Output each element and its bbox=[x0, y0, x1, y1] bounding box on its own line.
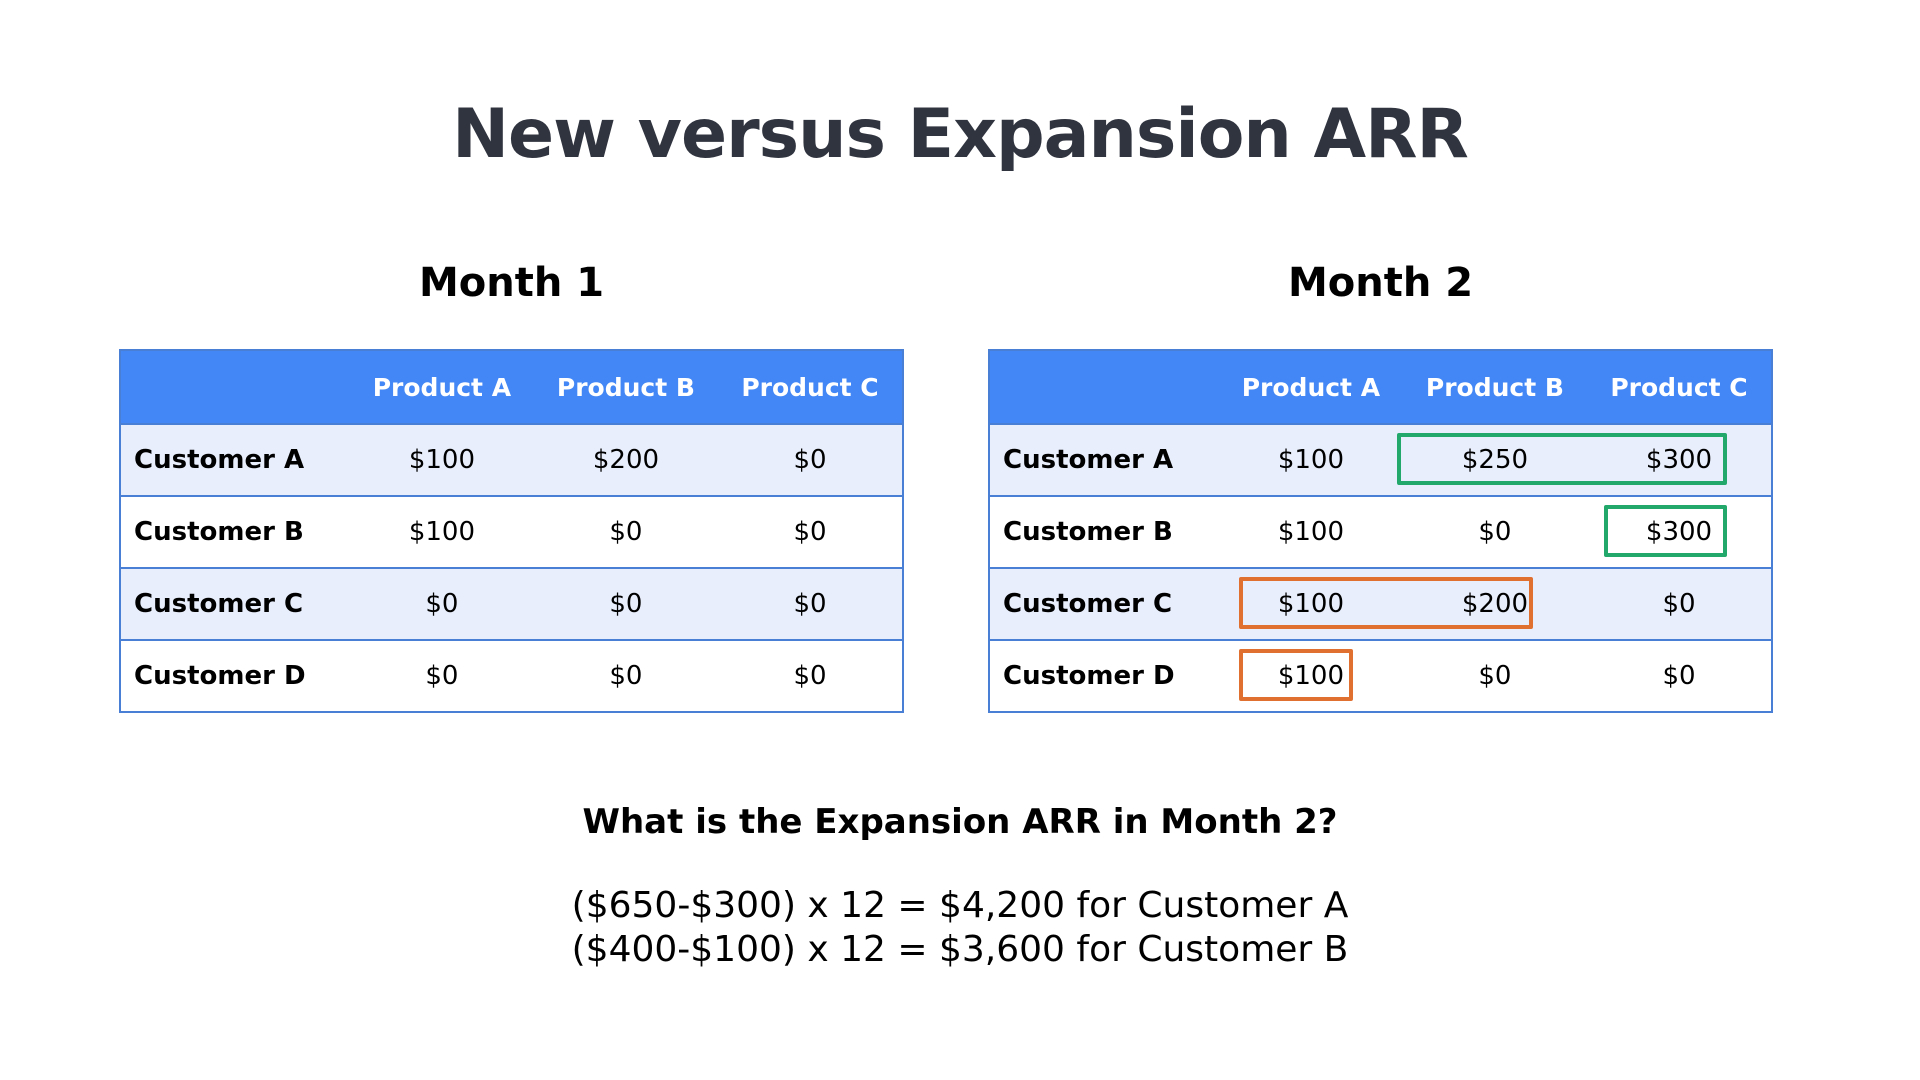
page-title: New versus Expansion ARR bbox=[452, 95, 1469, 174]
cell-value: $0 bbox=[425, 661, 459, 691]
answer-line-2: ($400-$100) x 12 = $3,600 for Customer B bbox=[571, 929, 1349, 970]
cell-value: $300 bbox=[1645, 445, 1713, 475]
table-row: Customer D $0 $0 $0 bbox=[121, 639, 902, 711]
cell-value: $0 bbox=[793, 589, 827, 619]
cell-value: $0 bbox=[793, 445, 827, 475]
cell-value: $0 bbox=[609, 661, 643, 691]
column-header: Product C bbox=[1610, 372, 1748, 402]
cell-value: $200 bbox=[592, 445, 660, 475]
cell-value: $250 bbox=[1461, 445, 1529, 475]
cell-value: $0 bbox=[1662, 661, 1696, 691]
cell-value: $0 bbox=[609, 517, 643, 547]
customer-name: Customer B bbox=[134, 517, 304, 547]
cell-value: $0 bbox=[1662, 589, 1696, 619]
cell-value: $0 bbox=[425, 589, 459, 619]
table-row: Customer C $0 $0 $0 bbox=[121, 567, 902, 639]
column-header: Product C bbox=[741, 372, 879, 402]
month-1-heading: Month 1 bbox=[418, 260, 605, 306]
column-header: Product A bbox=[1241, 372, 1381, 402]
month-2-heading: Month 2 bbox=[1287, 260, 1474, 306]
customer-name: Customer D bbox=[1003, 661, 1175, 691]
column-header: Product A bbox=[372, 372, 512, 402]
question: What is the Expansion ARR in Month 2? bbox=[582, 802, 1338, 842]
cell-value: $100 bbox=[1277, 517, 1344, 547]
month-1-table: Product A Product B Product C Customer A $10… bbox=[119, 349, 904, 713]
new-highlight-box bbox=[1239, 649, 1353, 701]
expansion-highlight-box bbox=[1604, 505, 1727, 557]
cell-value: $100 bbox=[408, 445, 475, 475]
table-header: Product A Product B Product C bbox=[990, 351, 1771, 423]
column-header: Product B bbox=[1425, 372, 1564, 402]
table-row: Customer B $100 $0 $0 bbox=[121, 495, 902, 567]
table-row: Customer D $100 $0 $0 bbox=[990, 639, 1771, 711]
customer-name: Customer A bbox=[1003, 445, 1174, 475]
cell-value: $0 bbox=[1478, 517, 1512, 547]
cell-value: $0 bbox=[793, 661, 827, 691]
customer-name: Customer C bbox=[1003, 589, 1173, 619]
table-header: Product A Product B Product C bbox=[121, 351, 902, 423]
cell-value: $100 bbox=[408, 517, 475, 547]
cell-value: $100 bbox=[1277, 661, 1344, 691]
answer-line-1: ($650-$300) x 12 = $4,200 for Customer A bbox=[571, 885, 1349, 926]
customer-name: Customer A bbox=[134, 445, 305, 475]
column-header: Product B bbox=[556, 372, 695, 402]
month-2-table: Product A Product B Product C Customer A $10… bbox=[988, 349, 1773, 713]
cell-value: $200 bbox=[1461, 589, 1529, 619]
cell-value: $0 bbox=[609, 589, 643, 619]
customer-name: Customer C bbox=[134, 589, 304, 619]
cell-value: $0 bbox=[1478, 661, 1512, 691]
new-highlight-box bbox=[1239, 577, 1533, 629]
customer-name: Customer B bbox=[1003, 517, 1173, 547]
cell-value: $300 bbox=[1645, 517, 1713, 547]
cell-value: $0 bbox=[793, 517, 827, 547]
cell-value: $100 bbox=[1277, 589, 1344, 619]
cell-value: $100 bbox=[1277, 445, 1344, 475]
expansion-highlight-box bbox=[1397, 433, 1727, 485]
table-row: Customer A $100 $200 $0 bbox=[121, 423, 902, 495]
customer-name: Customer D bbox=[134, 661, 306, 691]
